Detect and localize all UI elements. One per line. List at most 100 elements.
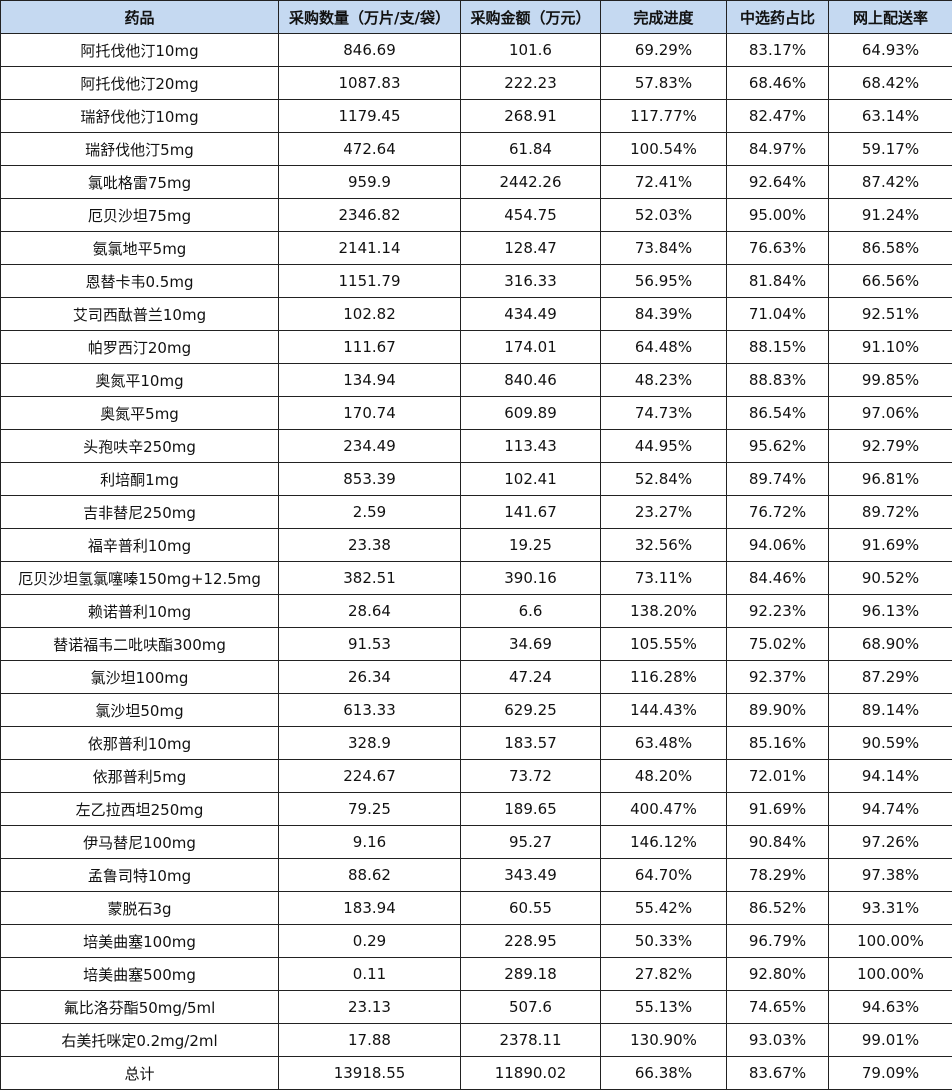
cell-quantity: 13918.55	[278, 1056, 461, 1090]
table-row: 利培酮1mg 853.39 102.41 52.84% 89.74% 96.81%	[0, 462, 952, 496]
cell-quantity: 111.67	[278, 330, 461, 364]
cell-online-delivery-rate: 66.56%	[828, 264, 952, 298]
cell-online-delivery-rate: 96.81%	[828, 462, 952, 496]
cell-quantity: 0.29	[278, 924, 461, 958]
cell-progress: 52.84%	[600, 462, 727, 496]
cell-progress: 27.82%	[600, 957, 727, 991]
cell-online-delivery-rate: 89.72%	[828, 495, 952, 529]
cell-online-delivery-rate: 86.58%	[828, 231, 952, 265]
cell-selected-ratio: 88.83%	[726, 363, 829, 397]
table-row: 左乙拉西坦250mg 79.25 189.65 400.47% 91.69% 94.74%	[0, 792, 952, 826]
cell-amount: 454.75	[460, 198, 601, 232]
cell-amount: 2378.11	[460, 1023, 601, 1057]
cell-drug: 蒙脱石3g	[0, 891, 279, 925]
cell-online-delivery-rate: 97.06%	[828, 396, 952, 430]
cell-selected-ratio: 95.00%	[726, 198, 829, 232]
cell-amount: 141.67	[460, 495, 601, 529]
cell-amount: 222.23	[460, 66, 601, 100]
cell-drug: 孟鲁司特10mg	[0, 858, 279, 892]
cell-online-delivery-rate: 97.26%	[828, 825, 952, 859]
header-online-delivery-rate: 网上配送率	[828, 0, 952, 34]
cell-amount: 183.57	[460, 726, 601, 760]
cell-progress: 74.73%	[600, 396, 727, 430]
cell-amount: 228.95	[460, 924, 601, 958]
table-row: 福辛普利10mg 23.38 19.25 32.56% 94.06% 91.69%	[0, 528, 952, 562]
cell-progress: 138.20%	[600, 594, 727, 628]
cell-amount: 101.6	[460, 33, 601, 67]
cell-selected-ratio: 85.16%	[726, 726, 829, 760]
cell-quantity: 846.69	[278, 33, 461, 67]
cell-progress: 66.38%	[600, 1056, 727, 1090]
cell-progress: 48.20%	[600, 759, 727, 793]
cell-online-delivery-rate: 79.09%	[828, 1056, 952, 1090]
cell-amount: 174.01	[460, 330, 601, 364]
cell-quantity: 23.38	[278, 528, 461, 562]
table-row: 瑞舒伐他汀10mg 1179.45 268.91 117.77% 82.47% 63.14…	[0, 99, 952, 133]
cell-progress: 116.28%	[600, 660, 727, 694]
cell-quantity: 0.11	[278, 957, 461, 991]
cell-selected-ratio: 76.63%	[726, 231, 829, 265]
cell-drug: 氯吡格雷75mg	[0, 165, 279, 199]
table-row: 阿托伐他汀20mg 1087.83 222.23 57.83% 68.46% 68.42%	[0, 66, 952, 100]
cell-online-delivery-rate: 59.17%	[828, 132, 952, 166]
cell-amount: 390.16	[460, 561, 601, 595]
cell-amount: 268.91	[460, 99, 601, 133]
cell-drug: 氯沙坦50mg	[0, 693, 279, 727]
cell-selected-ratio: 95.62%	[726, 429, 829, 463]
cell-online-delivery-rate: 94.63%	[828, 990, 952, 1024]
cell-quantity: 224.67	[278, 759, 461, 793]
cell-selected-ratio: 68.46%	[726, 66, 829, 100]
cell-amount: 95.27	[460, 825, 601, 859]
cell-quantity: 23.13	[278, 990, 461, 1024]
cell-selected-ratio: 92.23%	[726, 594, 829, 628]
cell-amount: 2442.26	[460, 165, 601, 199]
cell-quantity: 91.53	[278, 627, 461, 661]
cell-online-delivery-rate: 87.42%	[828, 165, 952, 199]
cell-selected-ratio: 94.06%	[726, 528, 829, 562]
cell-amount: 34.69	[460, 627, 601, 661]
header-progress: 完成进度	[600, 0, 727, 34]
header-quantity: 采购数量（万片/支/袋）	[278, 0, 461, 34]
cell-progress: 50.33%	[600, 924, 727, 958]
cell-drug: 厄贝沙坦75mg	[0, 198, 279, 232]
cell-selected-ratio: 81.84%	[726, 264, 829, 298]
cell-online-delivery-rate: 94.74%	[828, 792, 952, 826]
cell-online-delivery-rate: 92.79%	[828, 429, 952, 463]
cell-progress: 130.90%	[600, 1023, 727, 1057]
total-row: 总计 13918.55 11890.02 66.38% 83.67% 79.09%	[0, 1056, 952, 1090]
cell-online-delivery-rate: 96.13%	[828, 594, 952, 628]
table-row: 氯吡格雷75mg 959.9 2442.26 72.41% 92.64% 87.42%	[0, 165, 952, 199]
cell-selected-ratio: 92.80%	[726, 957, 829, 991]
cell-amount: 102.41	[460, 462, 601, 496]
cell-progress: 72.41%	[600, 165, 727, 199]
cell-drug: 恩替卡韦0.5mg	[0, 264, 279, 298]
cell-amount: 6.6	[460, 594, 601, 628]
cell-progress: 69.29%	[600, 33, 727, 67]
cell-drug: 瑞舒伐他汀5mg	[0, 132, 279, 166]
cell-drug: 依那普利10mg	[0, 726, 279, 760]
cell-selected-ratio: 90.84%	[726, 825, 829, 859]
cell-online-delivery-rate: 99.85%	[828, 363, 952, 397]
cell-quantity: 9.16	[278, 825, 461, 859]
header-selected-ratio: 中选药占比	[726, 0, 829, 34]
cell-quantity: 2.59	[278, 495, 461, 529]
cell-amount: 47.24	[460, 660, 601, 694]
cell-progress: 55.13%	[600, 990, 727, 1024]
cell-amount: 507.6	[460, 990, 601, 1024]
cell-online-delivery-rate: 68.90%	[828, 627, 952, 661]
cell-selected-ratio: 74.65%	[726, 990, 829, 1024]
cell-online-delivery-rate: 87.29%	[828, 660, 952, 694]
cell-selected-ratio: 72.01%	[726, 759, 829, 793]
cell-quantity: 382.51	[278, 561, 461, 595]
table-row: 依那普利5mg 224.67 73.72 48.20% 72.01% 94.14%	[0, 759, 952, 793]
cell-quantity: 26.34	[278, 660, 461, 694]
cell-drug: 伊马替尼100mg	[0, 825, 279, 859]
cell-quantity: 613.33	[278, 693, 461, 727]
cell-selected-ratio: 89.74%	[726, 462, 829, 496]
cell-selected-ratio: 86.52%	[726, 891, 829, 925]
table-row: 孟鲁司特10mg 88.62 343.49 64.70% 78.29% 97.38%	[0, 858, 952, 892]
cell-online-delivery-rate: 63.14%	[828, 99, 952, 133]
cell-amount: 189.65	[460, 792, 601, 826]
cell-online-delivery-rate: 99.01%	[828, 1023, 952, 1057]
